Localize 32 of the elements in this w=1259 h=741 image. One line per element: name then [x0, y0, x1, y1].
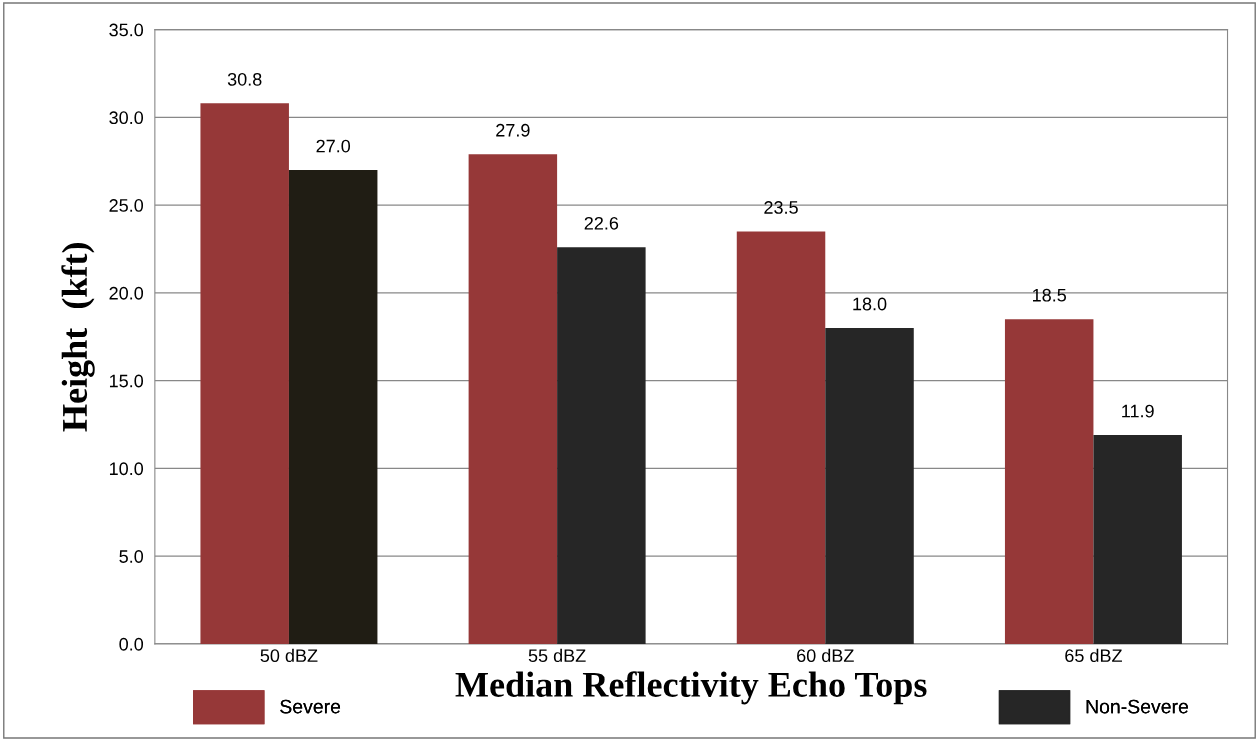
data-label: 23.5 [764, 201, 798, 214]
bar [288, 170, 378, 644]
y-tick-label: 0.0 [119, 637, 144, 651]
bar [825, 328, 914, 644]
bar [736, 231, 826, 644]
x-axis-title: Median Reflectivity Echo Tops [455, 671, 927, 705]
y-tick-label: 10.0 [109, 462, 144, 476]
y-tick-label: 15.0 [109, 374, 144, 388]
bar [468, 154, 558, 644]
data-label: 27.9 [496, 123, 530, 137]
x-tick-label: 50 dBZ [260, 648, 318, 663]
legend-label: Severe [280, 699, 341, 714]
y-axis-title: Height (kft) [61, 243, 95, 432]
data-label: 18.0 [853, 297, 887, 311]
bar [1093, 435, 1182, 644]
data-label: 27.0 [316, 139, 351, 153]
y-tick-label: 5.0 [119, 550, 144, 563]
data-label: 22.6 [584, 216, 619, 230]
y-tick-label: 35.0 [109, 23, 144, 37]
bar [200, 103, 289, 644]
data-label: 11.9 [1122, 404, 1154, 418]
y-tick-label: 25.0 [109, 199, 144, 212]
legend-label: Non-Severe [1086, 699, 1188, 714]
x-tick-label: 65 dBZ [1065, 648, 1122, 663]
y-tick-label: 20.0 [109, 286, 144, 300]
y-tick-label: 30.0 [109, 111, 144, 125]
x-tick-label: 55 dBZ [528, 648, 586, 663]
x-tick-label: 60 dBZ [797, 648, 854, 663]
bar [557, 247, 646, 644]
data-label: 30.8 [227, 72, 262, 86]
bar [1004, 319, 1094, 644]
data-label: 18.5 [1033, 288, 1067, 302]
